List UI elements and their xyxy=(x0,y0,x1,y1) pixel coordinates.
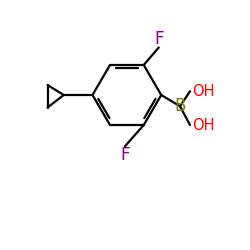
Text: OH: OH xyxy=(192,118,215,132)
Text: F: F xyxy=(120,146,130,164)
Text: F: F xyxy=(154,30,164,48)
Text: B: B xyxy=(174,97,186,115)
Text: OH: OH xyxy=(192,84,215,99)
